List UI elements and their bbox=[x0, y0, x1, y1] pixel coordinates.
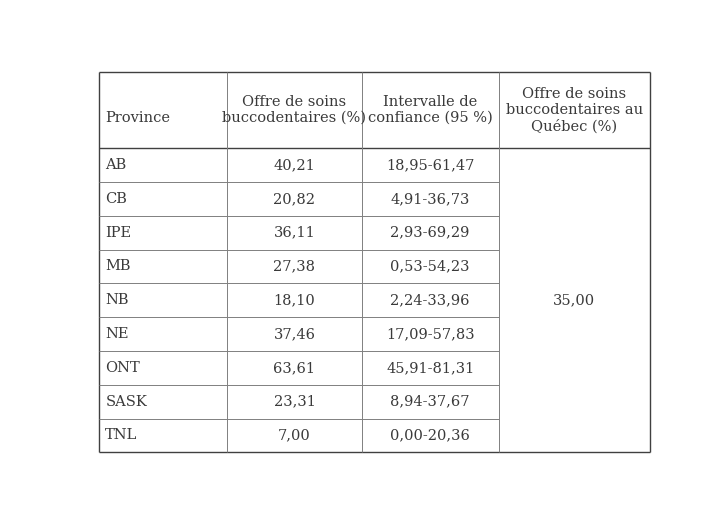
Text: 63,61: 63,61 bbox=[274, 361, 316, 375]
Text: 7,00: 7,00 bbox=[278, 428, 311, 442]
Text: 35,00: 35,00 bbox=[553, 293, 596, 307]
Text: 20,82: 20,82 bbox=[274, 192, 316, 206]
Text: 37,46: 37,46 bbox=[274, 327, 316, 341]
Text: ONT: ONT bbox=[105, 361, 140, 375]
Text: 8,94-37,67: 8,94-37,67 bbox=[391, 395, 470, 408]
Text: 23,31: 23,31 bbox=[274, 395, 316, 408]
Text: NB: NB bbox=[105, 293, 129, 307]
Text: 0,00-20,36: 0,00-20,36 bbox=[390, 428, 470, 442]
Text: 45,91-81,31: 45,91-81,31 bbox=[386, 361, 474, 375]
Text: SASK: SASK bbox=[105, 395, 147, 408]
Text: Offre de soins
buccodentaires au
Québec (%): Offre de soins buccodentaires au Québec … bbox=[505, 87, 643, 134]
Text: 18,10: 18,10 bbox=[274, 293, 316, 307]
Text: NE: NE bbox=[105, 327, 129, 341]
Text: 17,09-57,83: 17,09-57,83 bbox=[386, 327, 474, 341]
Text: AB: AB bbox=[105, 158, 126, 172]
Text: 0,53-54,23: 0,53-54,23 bbox=[391, 260, 470, 273]
Text: CB: CB bbox=[105, 192, 127, 206]
Text: TNL: TNL bbox=[105, 428, 138, 442]
Text: 4,91-36,73: 4,91-36,73 bbox=[391, 192, 470, 206]
Text: Intervalle de
confiance (95 %): Intervalle de confiance (95 %) bbox=[367, 95, 492, 125]
Text: Province: Province bbox=[105, 111, 170, 125]
Text: 36,11: 36,11 bbox=[274, 226, 316, 240]
Text: 2,24-33,96: 2,24-33,96 bbox=[391, 293, 470, 307]
Text: IPE: IPE bbox=[105, 226, 131, 240]
Text: 2,93-69,29: 2,93-69,29 bbox=[391, 226, 470, 240]
Text: 18,95-61,47: 18,95-61,47 bbox=[386, 158, 474, 172]
Text: Offre de soins
buccodentaires (%): Offre de soins buccodentaires (%) bbox=[222, 95, 367, 125]
Text: 40,21: 40,21 bbox=[274, 158, 316, 172]
Text: 27,38: 27,38 bbox=[274, 260, 316, 273]
Text: MB: MB bbox=[105, 260, 131, 273]
